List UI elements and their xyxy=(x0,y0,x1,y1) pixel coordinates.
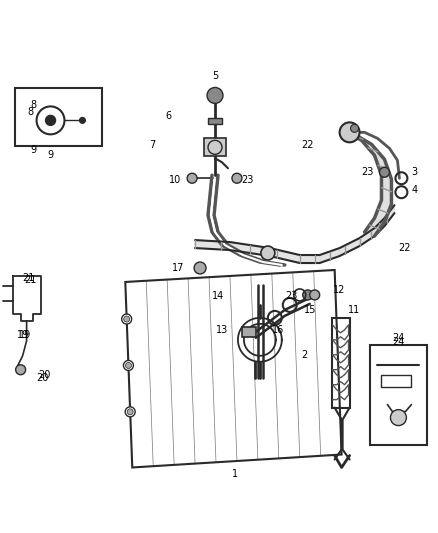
Polygon shape xyxy=(300,255,320,263)
Polygon shape xyxy=(381,175,392,204)
Circle shape xyxy=(16,365,25,375)
Bar xyxy=(208,118,222,124)
Polygon shape xyxy=(270,248,300,263)
Text: 8: 8 xyxy=(31,100,37,110)
Circle shape xyxy=(125,407,135,417)
Polygon shape xyxy=(320,248,339,263)
Circle shape xyxy=(79,117,85,123)
Text: 21: 21 xyxy=(25,275,37,285)
Bar xyxy=(332,318,350,408)
Polygon shape xyxy=(345,131,371,144)
Circle shape xyxy=(350,124,359,132)
Circle shape xyxy=(339,123,360,142)
Circle shape xyxy=(310,290,320,300)
Bar xyxy=(242,327,256,337)
Text: 9: 9 xyxy=(47,150,53,160)
Polygon shape xyxy=(230,242,270,256)
Bar xyxy=(370,345,427,445)
Circle shape xyxy=(127,409,133,415)
Text: 16: 16 xyxy=(272,325,284,335)
Text: 24: 24 xyxy=(392,333,405,343)
Circle shape xyxy=(379,167,389,177)
Text: 4: 4 xyxy=(411,185,417,195)
Circle shape xyxy=(303,290,313,300)
Text: 23: 23 xyxy=(242,175,254,185)
Text: 5: 5 xyxy=(212,71,218,82)
Text: 24: 24 xyxy=(392,337,405,347)
Polygon shape xyxy=(364,218,385,236)
Bar xyxy=(14,88,102,147)
Text: 22: 22 xyxy=(398,243,411,253)
Text: 8: 8 xyxy=(28,108,34,117)
Text: 9: 9 xyxy=(31,146,37,155)
Text: 10: 10 xyxy=(169,175,181,185)
Polygon shape xyxy=(385,205,395,226)
Polygon shape xyxy=(374,218,385,236)
Circle shape xyxy=(207,87,223,103)
Text: 20: 20 xyxy=(39,370,51,379)
Text: 14: 14 xyxy=(212,291,224,301)
Text: 20: 20 xyxy=(36,373,49,383)
Text: 2: 2 xyxy=(302,350,308,360)
Circle shape xyxy=(124,360,134,370)
Polygon shape xyxy=(360,228,374,246)
Text: 11: 11 xyxy=(349,305,361,315)
Text: 23: 23 xyxy=(286,291,298,301)
Circle shape xyxy=(187,173,197,183)
Circle shape xyxy=(232,173,242,183)
Text: 6: 6 xyxy=(165,111,171,122)
Text: 17: 17 xyxy=(172,263,184,273)
Text: 23: 23 xyxy=(361,167,374,177)
Bar xyxy=(381,375,411,386)
Polygon shape xyxy=(339,238,360,256)
Polygon shape xyxy=(374,155,392,179)
Polygon shape xyxy=(361,140,385,159)
Text: 19: 19 xyxy=(18,330,31,340)
Text: 22: 22 xyxy=(301,140,314,150)
Circle shape xyxy=(124,316,130,322)
Text: 19: 19 xyxy=(17,330,29,340)
Text: 15: 15 xyxy=(304,305,316,315)
Circle shape xyxy=(122,314,132,324)
Circle shape xyxy=(261,246,275,260)
Polygon shape xyxy=(374,200,392,222)
Circle shape xyxy=(46,116,56,125)
Circle shape xyxy=(194,262,206,274)
Text: 1: 1 xyxy=(232,470,238,480)
Text: 21: 21 xyxy=(22,273,35,283)
Text: 3: 3 xyxy=(411,167,417,177)
Circle shape xyxy=(125,362,131,368)
Text: 12: 12 xyxy=(333,285,346,295)
Text: 7: 7 xyxy=(149,140,155,150)
Polygon shape xyxy=(195,240,230,250)
Circle shape xyxy=(390,410,406,425)
Bar xyxy=(204,139,226,156)
Text: 13: 13 xyxy=(216,325,228,335)
